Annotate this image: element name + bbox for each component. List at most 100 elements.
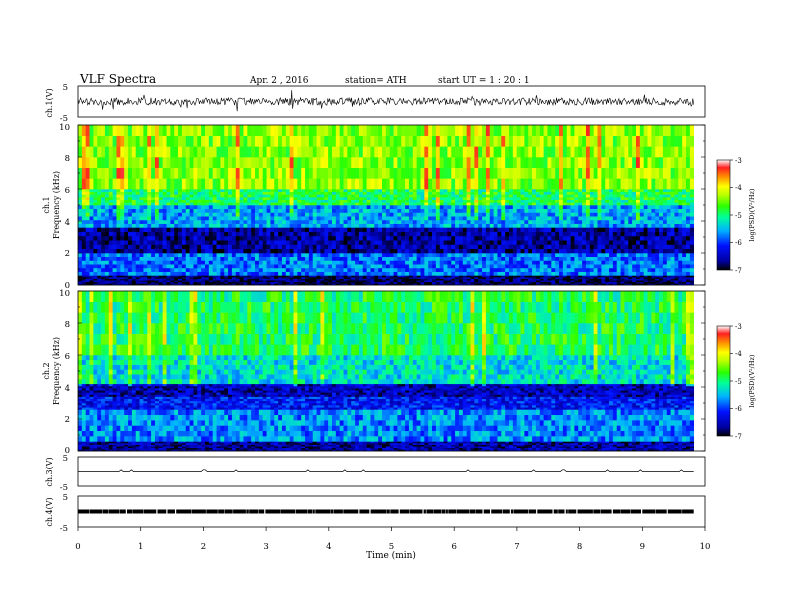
spectrogram-cell — [201, 157, 206, 168]
spectrogram-cell — [97, 277, 102, 279]
spectrogram-cell — [201, 253, 206, 258]
spectrogram-cell — [355, 280, 360, 283]
spectrogram-cell — [212, 205, 217, 210]
spectrogram-cell — [458, 267, 464, 272]
spectrogram-cell — [378, 264, 383, 269]
spectrogram-cell — [497, 277, 502, 279]
spectrogram-cell — [112, 167, 117, 179]
spectrogram-cell — [328, 178, 333, 190]
spectrogram-cell — [181, 208, 187, 213]
spectrogram-cell — [185, 219, 190, 224]
spectrogram-cell — [78, 146, 83, 158]
spectrogram-cell — [262, 178, 267, 190]
spectrogram-cell — [501, 248, 506, 254]
spectrogram-cell — [201, 280, 206, 283]
spectrogram-cell — [104, 280, 110, 283]
spectrogram-cell — [204, 253, 210, 258]
spectrogram-cell — [539, 240, 544, 245]
spectrogram-cell — [270, 275, 275, 278]
spectrogram-cell — [585, 167, 591, 179]
spectrogram-cell — [228, 216, 233, 221]
spectrogram-cell — [435, 264, 441, 269]
spectrogram-cell — [555, 199, 560, 203]
spectrogram-cell — [416, 125, 421, 136]
spectrogram-cell — [85, 280, 90, 283]
spectrogram-cell — [197, 227, 202, 232]
spectrogram-cell — [328, 283, 333, 286]
spectrogram-cell — [151, 157, 156, 168]
spectrogram-cell — [401, 256, 406, 261]
spectrogram-cell — [370, 194, 375, 198]
spectrogram-cell — [97, 202, 102, 206]
spectrogram-cell — [185, 197, 190, 200]
spectrogram-cell — [509, 277, 514, 279]
spectrogram-cell — [501, 194, 506, 198]
spectrogram-cell — [382, 281, 387, 284]
spectrogram-cell — [532, 212, 537, 217]
spectrogram-cell — [582, 244, 587, 250]
spectrogram-cell — [485, 199, 491, 203]
spectrogram-cell — [343, 212, 348, 217]
spectrogram-cell — [224, 199, 229, 203]
spectrogram-cell — [497, 223, 502, 228]
spectrogram-cell — [543, 189, 548, 192]
spectrogram-cell — [532, 189, 537, 192]
spectrogram-cell — [555, 235, 560, 241]
spectrogram-cell — [520, 253, 525, 258]
spectrogram-cell — [293, 281, 298, 284]
spectrogram-cell — [181, 223, 187, 228]
spectrogram-cell — [382, 278, 387, 281]
spectrogram-cell — [266, 253, 271, 258]
spectrogram-cell — [516, 281, 521, 284]
spectrogram-cell — [458, 227, 464, 232]
spectrogram-cell — [520, 219, 525, 224]
spectrogram-cell — [597, 194, 602, 198]
spectrogram-cell — [420, 197, 425, 200]
spectrogram-cell — [151, 281, 156, 284]
spectrogram-cell — [605, 167, 610, 179]
spectrogram-cell — [212, 264, 217, 269]
spectrogram-cell — [578, 260, 583, 265]
spectrogram-cell — [239, 267, 244, 272]
spectrogram-cell — [474, 235, 479, 241]
spectrogram-cell — [93, 189, 98, 192]
spectrogram-cell — [532, 146, 537, 158]
spectrogram-cell — [547, 275, 552, 278]
spectrogram-cell — [458, 248, 464, 254]
spectrogram-cell — [470, 125, 475, 136]
spectrogram-cell — [524, 223, 529, 228]
spectrogram-cell — [405, 275, 410, 278]
spectrogram-cell — [405, 197, 410, 200]
spectrogram-cell — [147, 275, 152, 278]
spectrogram-cell — [401, 253, 406, 258]
spectrogram-cell — [366, 199, 371, 203]
spectrogram-cell — [509, 178, 514, 190]
spectrogram-cell — [197, 275, 202, 278]
spectrogram-cell — [181, 278, 187, 281]
spectrogram-cell — [158, 194, 163, 198]
spectrogram-cell — [108, 277, 113, 279]
spectrogram-cell — [228, 197, 233, 200]
spectrogram-cell — [162, 167, 167, 179]
spectrogram-cell — [181, 125, 187, 136]
spectrogram-cell — [408, 202, 414, 206]
spectrogram-cell — [528, 205, 533, 210]
spectrogram-cell — [451, 244, 456, 250]
spectrogram-cell — [212, 216, 217, 221]
spectrogram-cell — [297, 194, 302, 198]
spectrogram-cell — [589, 275, 594, 278]
spectrogram-cell — [401, 199, 406, 203]
spectrogram-cell — [412, 205, 417, 210]
spectrogram-cell — [474, 277, 479, 279]
spectrogram-cell — [262, 253, 267, 258]
spectrogram-cell — [593, 271, 598, 276]
spectrogram-cell — [85, 235, 90, 241]
spectrogram-cell — [93, 240, 98, 245]
spectrogram-cell — [216, 135, 221, 147]
spectrogram-cell — [516, 271, 521, 276]
spectrogram-cell — [131, 227, 137, 232]
spectrogram-cell — [505, 125, 510, 136]
spectrogram-cell — [289, 283, 294, 286]
spectrogram-cell — [589, 264, 594, 269]
spectrogram-cell — [374, 212, 379, 217]
